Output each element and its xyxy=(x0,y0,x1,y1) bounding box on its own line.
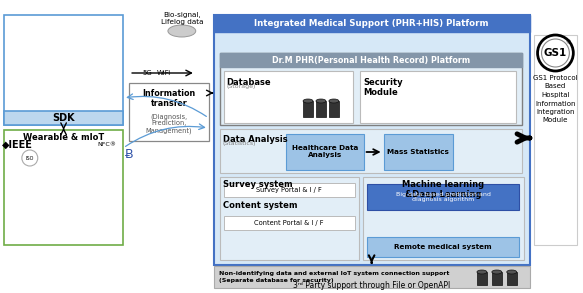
Ellipse shape xyxy=(316,99,326,103)
Text: Information
transfer: Information transfer xyxy=(142,89,195,108)
Ellipse shape xyxy=(168,25,196,37)
Text: Database: Database xyxy=(227,78,271,87)
Ellipse shape xyxy=(507,270,517,274)
Bar xyxy=(363,177,524,260)
Bar xyxy=(4,15,123,125)
Ellipse shape xyxy=(492,270,502,274)
Bar xyxy=(492,272,502,285)
Bar xyxy=(220,53,522,125)
Text: ISO: ISO xyxy=(26,156,34,161)
Bar xyxy=(223,216,354,230)
Bar xyxy=(477,272,487,285)
Text: Non-identifying data and external IoT system connection support
(Separate databa: Non-identifying data and external IoT sy… xyxy=(219,271,449,283)
Text: Data Analysis: Data Analysis xyxy=(223,135,287,144)
Bar xyxy=(220,53,522,67)
Text: WiFi: WiFi xyxy=(157,70,171,76)
Ellipse shape xyxy=(477,270,487,274)
Text: Security
Module: Security Module xyxy=(364,78,403,97)
Bar xyxy=(4,111,123,125)
Text: Content system: Content system xyxy=(223,201,297,210)
Text: GS1 Protocol
Based
Hospital
Information
Integration
Module: GS1 Protocol Based Hospital Information … xyxy=(533,75,578,124)
Text: Dr.M PHR(Personal Health Record) Platform: Dr.M PHR(Personal Health Record) Platfor… xyxy=(272,55,470,64)
Bar xyxy=(129,83,209,141)
Text: Remote medical system: Remote medical system xyxy=(394,244,492,250)
Bar xyxy=(316,101,326,117)
Text: Bio-signal,
Lifelog data: Bio-signal, Lifelog data xyxy=(160,12,203,25)
Bar xyxy=(223,183,354,197)
Bar xyxy=(220,129,522,173)
Bar xyxy=(286,134,364,170)
Text: (Diagnosis,
Prediction,
Management): (Diagnosis, Prediction, Management) xyxy=(146,113,192,134)
Text: 3ʳᵈ Party support through File or OpenAPI: 3ʳᵈ Party support through File or OpenAP… xyxy=(293,281,450,290)
Text: Big data based prediction and
diagnosis algorithm: Big data based prediction and diagnosis … xyxy=(396,192,491,202)
Bar xyxy=(303,101,313,117)
Text: Machine learning
&Deep Learning: Machine learning &Deep Learning xyxy=(402,180,484,200)
Ellipse shape xyxy=(303,99,313,103)
Text: 5G: 5G xyxy=(142,70,152,76)
Bar xyxy=(360,71,516,123)
Bar xyxy=(384,134,453,170)
Bar xyxy=(507,272,517,285)
Text: ®: ® xyxy=(566,40,571,45)
Text: SDK: SDK xyxy=(52,113,75,123)
Bar xyxy=(223,71,353,123)
Bar xyxy=(367,184,519,210)
Text: Mass Statistics: Mass Statistics xyxy=(387,149,449,155)
Bar xyxy=(533,35,577,245)
Text: Survey system: Survey system xyxy=(223,180,292,189)
Text: ◆IEEE: ◆IEEE xyxy=(2,140,33,150)
Bar xyxy=(367,237,519,257)
Text: GS1: GS1 xyxy=(544,48,567,58)
Text: Healthcare Data
Analysis: Healthcare Data Analysis xyxy=(292,146,358,159)
Ellipse shape xyxy=(329,99,339,103)
Bar xyxy=(213,15,529,32)
Text: Survey Portal & I / F: Survey Portal & I / F xyxy=(257,187,322,193)
Text: NFC®: NFC® xyxy=(98,142,117,147)
Bar xyxy=(213,15,529,265)
Text: Ƀ: Ƀ xyxy=(125,149,134,161)
Bar xyxy=(213,266,529,288)
Text: Integrated Medical Support (PHR+HIS) Platform: Integrated Medical Support (PHR+HIS) Pla… xyxy=(254,19,489,28)
Bar xyxy=(4,130,123,245)
Bar xyxy=(220,177,359,260)
Text: Wearable & mIoT: Wearable & mIoT xyxy=(23,134,104,142)
Text: Content Portal & I / F: Content Portal & I / F xyxy=(254,220,324,226)
Text: (Statistics): (Statistics) xyxy=(223,141,256,146)
Text: (Storage): (Storage) xyxy=(227,84,256,89)
Bar xyxy=(329,101,339,117)
